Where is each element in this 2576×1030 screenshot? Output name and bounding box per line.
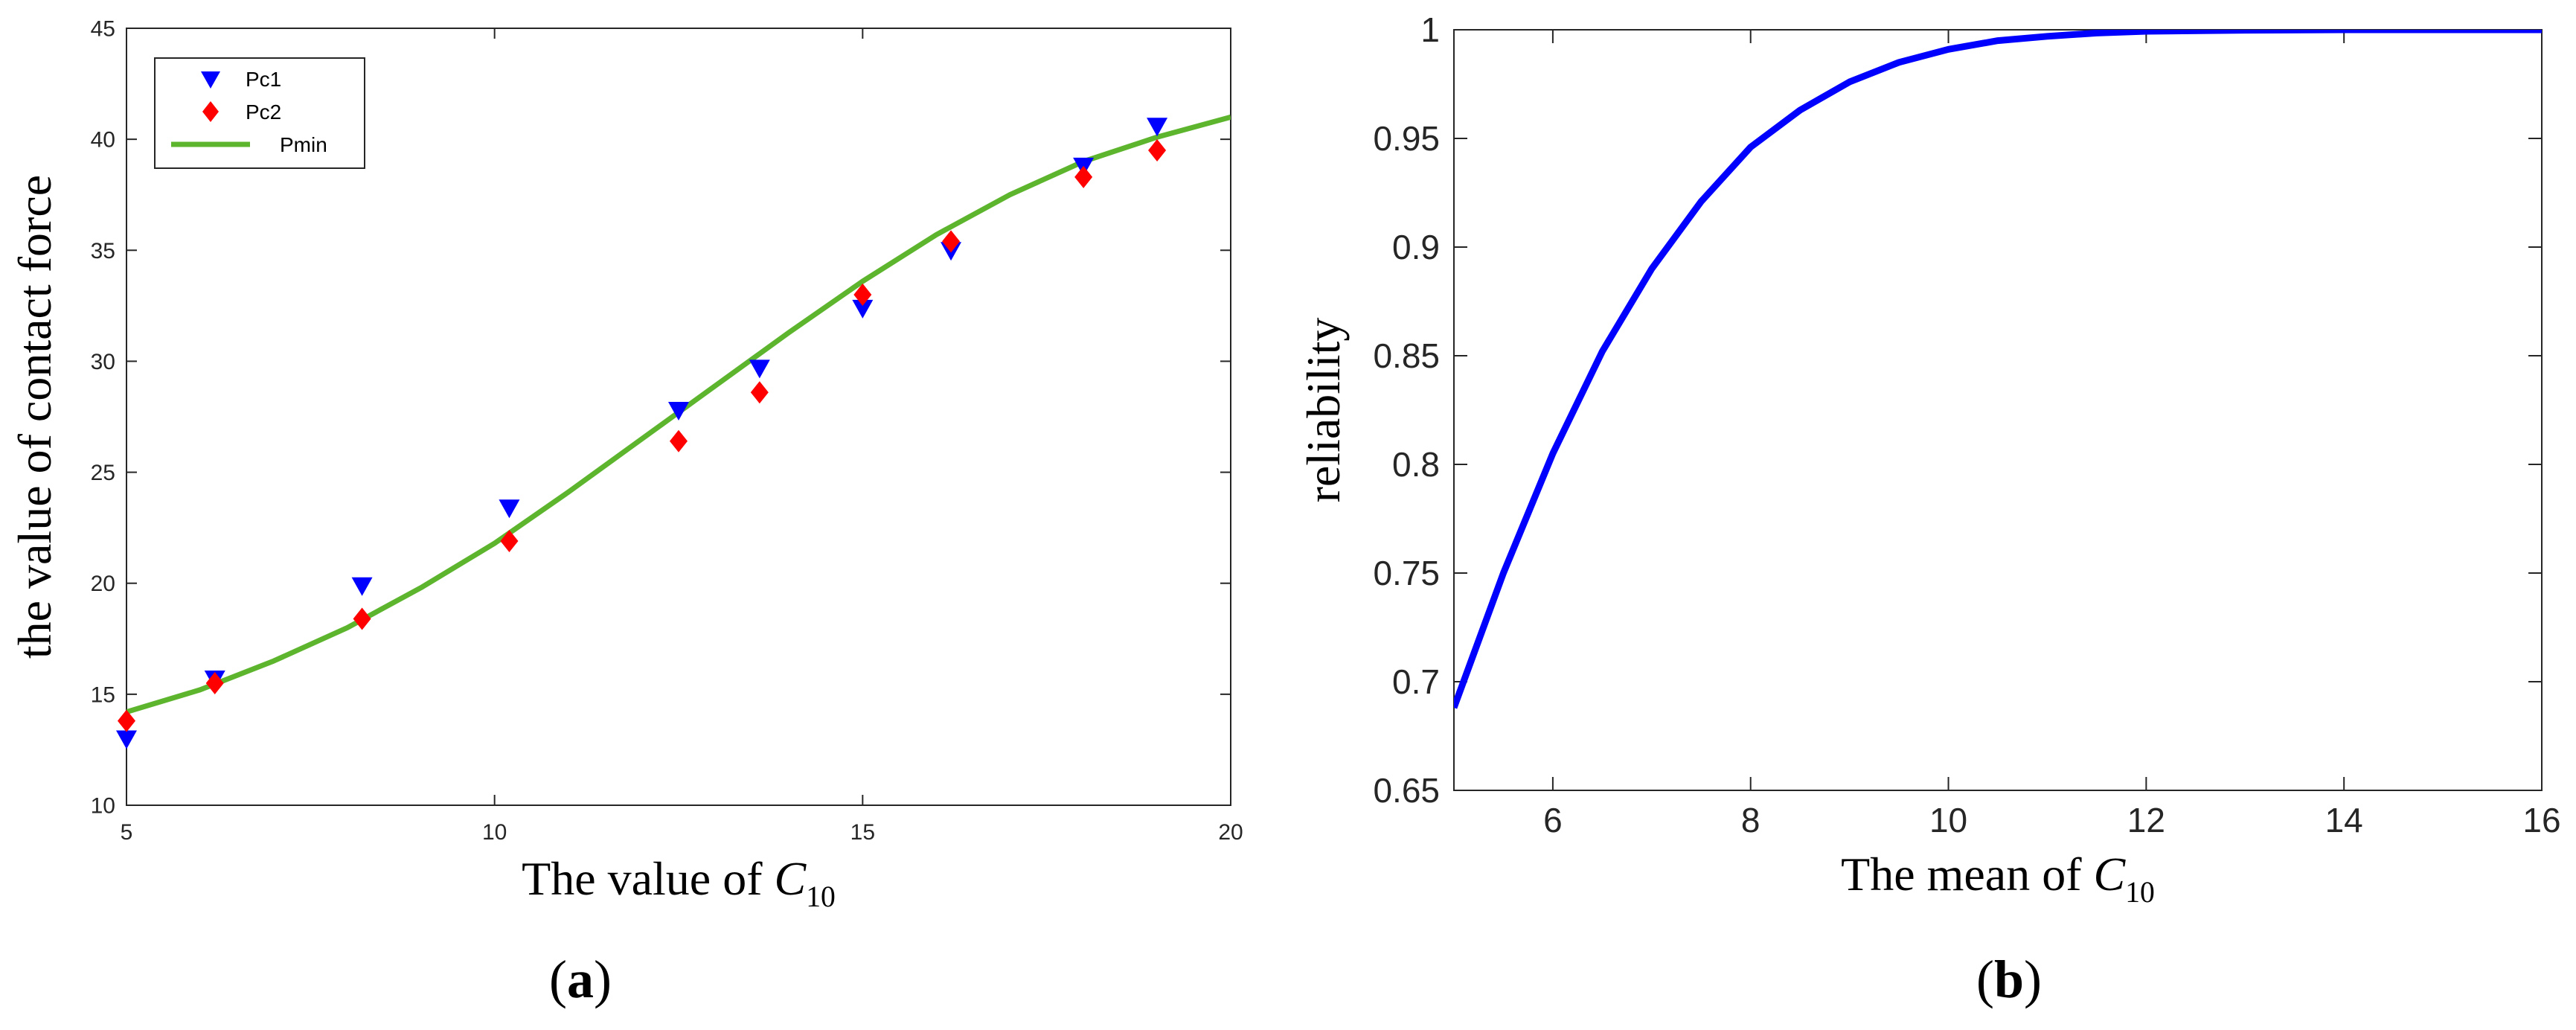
- marker-Pc2: [670, 429, 688, 452]
- legend-box: [154, 57, 365, 169]
- panel-label: (a): [549, 950, 612, 1009]
- legend-label-Pc1: Pc1: [246, 68, 281, 91]
- marker-Pc1: [116, 730, 137, 749]
- x-tick-label: 16: [2522, 801, 2560, 839]
- y-tick-label: 30: [91, 350, 115, 374]
- plot-area: [1453, 29, 2543, 791]
- y-tick-label: 0.85: [1373, 336, 1440, 375]
- x-axis-label-subscript: 10: [2125, 876, 2155, 909]
- x-axis-label-variable: C: [2094, 848, 2127, 901]
- x-tick-label: 20: [1218, 820, 1243, 845]
- x-tick-label: 12: [2127, 801, 2165, 839]
- legend-marker-Pc1: [201, 71, 220, 89]
- x-axis-label: The value of C10: [522, 852, 836, 913]
- x-tick-label: 10: [482, 820, 507, 845]
- series-line-reliability: [1454, 30, 2542, 709]
- y-tick-label: 0.8: [1392, 445, 1440, 484]
- x-tick-label: 8: [1741, 801, 1760, 839]
- marker-Pc1: [668, 402, 689, 421]
- y-tick-label: 0.9: [1392, 228, 1440, 266]
- y-axis-label: reliability: [1297, 318, 1350, 503]
- marker-Pc2: [118, 709, 135, 732]
- marker-Pc2: [353, 607, 371, 630]
- marker-Pc1: [749, 359, 770, 379]
- x-tick-label: 10: [1929, 801, 1967, 839]
- legend-marker-Pc2: [202, 101, 219, 122]
- marker-Pc2: [1074, 165, 1093, 188]
- y-tick-label: 0.95: [1373, 119, 1440, 158]
- x-axis-label-variable: C: [775, 852, 807, 905]
- y-tick-label: 0.7: [1392, 662, 1440, 701]
- x-axis-label-subscript: 10: [806, 880, 836, 913]
- y-tick-label: 10: [91, 794, 115, 819]
- x-axis-label-text: The mean of: [1841, 848, 2093, 901]
- y-tick-label: 0.65: [1373, 771, 1440, 810]
- marker-Pc2: [500, 530, 519, 553]
- legend: Pc1 Pc2 Pmin: [154, 57, 365, 169]
- legend-label-Pc2: Pc2: [246, 100, 281, 124]
- marker-Pc2: [853, 283, 872, 306]
- x-axis-label: The mean of C10: [1841, 848, 2155, 909]
- marker-Pc1: [852, 299, 874, 319]
- y-tick-label: 20: [91, 572, 115, 596]
- marker-Pc1: [1147, 118, 1168, 137]
- x-tick-label: 5: [121, 820, 133, 845]
- x-tick-label: 15: [850, 820, 875, 845]
- x-axis-label-text: The value of: [522, 852, 774, 905]
- chart-panel-b: 6 8 10 12 14 16 0.65 0.7 0.75 0.8 0.85 0.9 0.95 1 reli…: [1297, 10, 2561, 1009]
- marker-Pc2: [942, 230, 961, 253]
- marker-Pc2: [205, 671, 224, 694]
- panel-label: (b): [1976, 950, 2042, 1009]
- y-tick-label: 35: [91, 239, 115, 263]
- y-tick-label: 45: [91, 17, 115, 42]
- y-tick-label: 25: [91, 461, 115, 485]
- y-tick-label: 1: [1420, 10, 1440, 49]
- marker-Pc1: [351, 577, 373, 596]
- y-axis-label: the value of contact force: [8, 175, 61, 659]
- marker-Pc1: [499, 499, 520, 519]
- x-tick-label: 6: [1543, 801, 1563, 839]
- marker-Pc2: [1148, 139, 1167, 162]
- y-tick-label: 40: [91, 128, 115, 153]
- y-tick-label: 15: [91, 682, 115, 707]
- x-tick-label: 14: [2325, 801, 2363, 839]
- marker-Pc2: [750, 381, 769, 404]
- legend-label-Pmin: Pmin: [280, 133, 327, 156]
- y-tick-label: 0.75: [1373, 554, 1440, 592]
